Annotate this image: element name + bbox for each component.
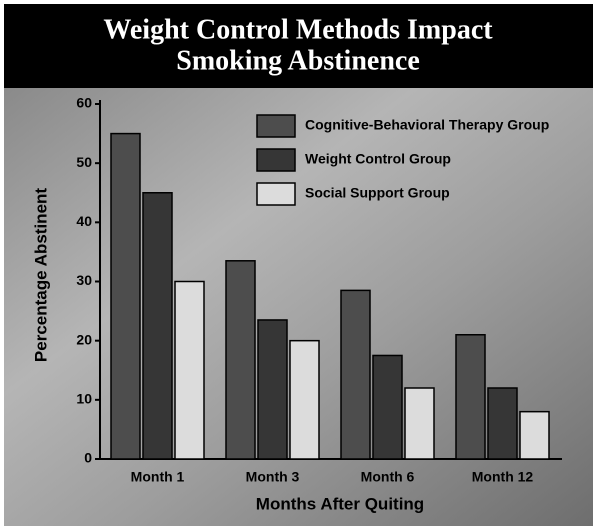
y-tick-label: 10 <box>76 391 92 407</box>
y-axis-title: Percentage Abstinent <box>31 188 50 362</box>
x-axis-title: Months After Quiting <box>256 494 424 513</box>
x-tick-label: Month 3 <box>246 469 300 485</box>
y-tick-label: 40 <box>76 213 92 229</box>
chart-title: Smoking Abstinence <box>176 45 420 76</box>
legend-label: Weight Control Group <box>305 151 451 167</box>
y-tick-label: 30 <box>76 272 92 288</box>
x-tick-label: Month 12 <box>472 469 534 485</box>
legend-swatch <box>256 114 296 138</box>
bar <box>404 387 435 460</box>
bar <box>257 319 288 460</box>
x-tick-label: Month 1 <box>131 469 185 485</box>
bar <box>174 280 205 460</box>
chart-title: Weight Control Methods Impact <box>103 14 493 45</box>
bar <box>142 192 173 460</box>
bar <box>289 339 320 460</box>
legend-swatch <box>256 148 296 172</box>
legend-label: Social Support Group <box>305 185 450 201</box>
bar <box>455 334 486 460</box>
bar <box>225 260 256 460</box>
y-tick-label: 20 <box>76 331 92 347</box>
bar <box>487 387 518 460</box>
y-tick-label: 50 <box>76 154 92 170</box>
y-tick-label: 60 <box>76 95 92 111</box>
bar <box>519 410 550 460</box>
bar <box>340 289 371 460</box>
y-tick-label: 0 <box>84 450 92 466</box>
photo-background <box>4 88 593 526</box>
bar <box>110 132 141 460</box>
legend-swatch <box>256 182 296 206</box>
bar <box>372 354 403 460</box>
x-tick-label: Month 6 <box>361 469 415 485</box>
legend-label: Cognitive-Behavioral Therapy Group <box>305 117 549 133</box>
